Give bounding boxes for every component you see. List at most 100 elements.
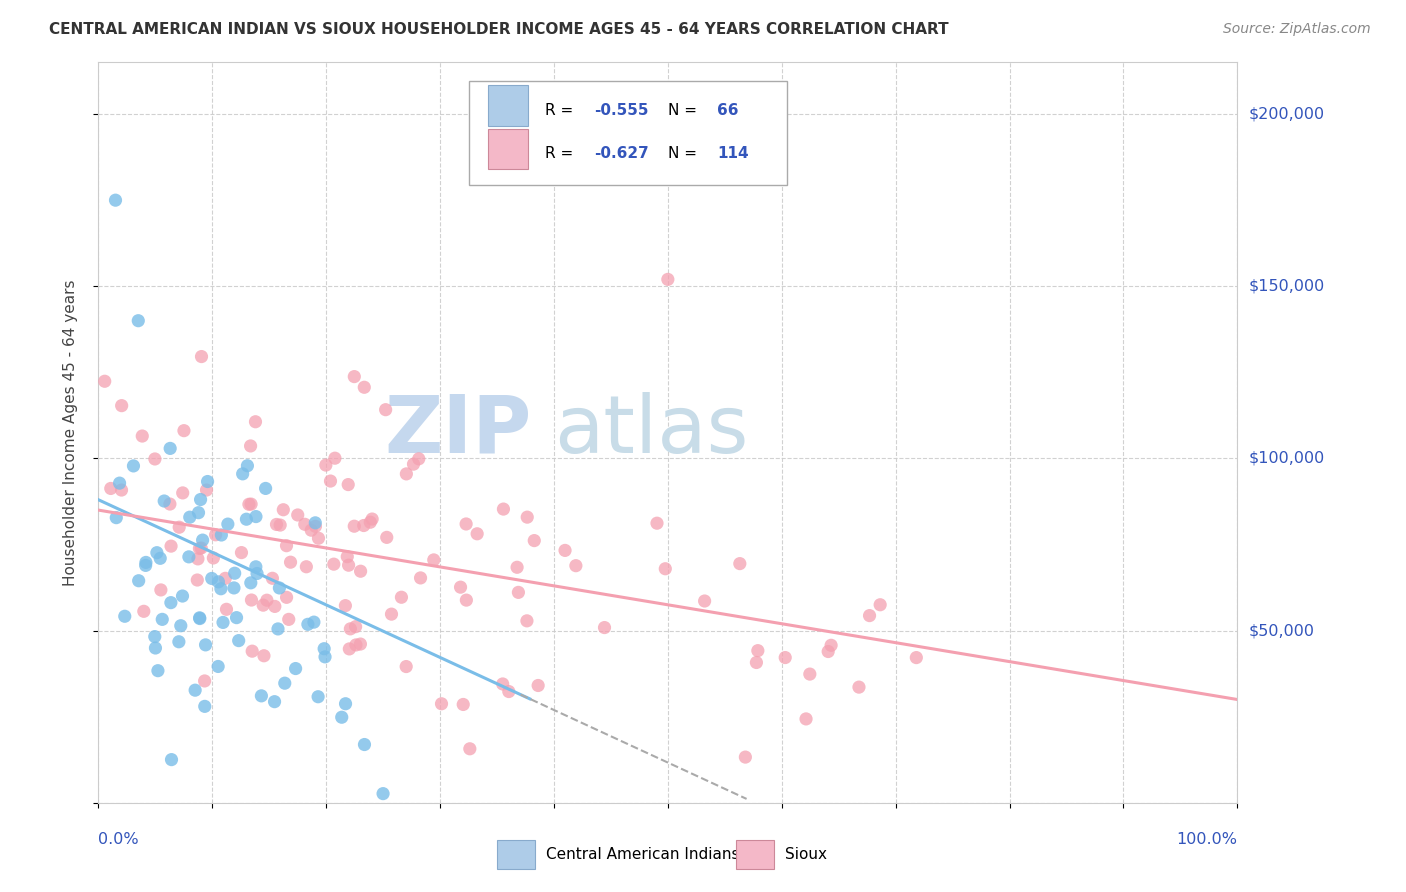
Point [395,467,418,481]
Point [228,633,250,648]
Text: 66: 66 [717,103,738,118]
Point [252,598,274,612]
Point [409,571,432,585]
Point [276,591,298,605]
Point [188,611,211,625]
Point [160,539,183,553]
Point [295,559,318,574]
Point [374,402,396,417]
Point [207,574,229,589]
Point [143,630,166,644]
Point [905,650,928,665]
Point [693,594,716,608]
Point [143,452,166,467]
Point [304,519,326,533]
Point [245,509,267,524]
Point [817,644,839,658]
Point [654,562,676,576]
Point [848,680,870,694]
Point [284,661,307,675]
Point [172,589,194,603]
Point [245,415,267,429]
Point [375,530,398,544]
Point [402,457,425,471]
Text: Sioux: Sioux [785,847,827,863]
Point [104,193,127,207]
Point [451,698,474,712]
Point [190,350,212,364]
Point [240,593,263,607]
Point [246,566,269,581]
Point [132,604,155,618]
Text: $100,000: $100,000 [1249,451,1324,466]
Point [380,607,402,621]
Point [135,558,157,573]
Text: ZIP: ZIP [384,392,531,470]
Point [274,676,297,690]
Point [240,644,263,658]
Point [225,610,247,624]
Point [794,712,817,726]
Point [135,556,157,570]
Point [269,581,291,595]
Point [335,599,357,613]
Point [110,483,132,497]
Text: Source: ZipAtlas.com: Source: ZipAtlas.com [1223,22,1371,37]
Text: CENTRAL AMERICAN INDIAN VS SIOUX HOUSEHOLDER INCOME AGES 45 - 64 YEARS CORRELATI: CENTRAL AMERICAN INDIAN VS SIOUX HOUSEHO… [49,22,949,37]
Point [450,580,472,594]
Point [339,622,361,636]
Point [344,620,367,634]
Point [239,575,262,590]
Point [337,558,360,573]
Point [190,492,212,507]
Point [263,599,285,614]
Point [254,482,277,496]
Point [322,557,344,571]
Point [516,510,538,524]
Point [391,591,413,605]
Point [858,608,880,623]
Point [315,458,337,472]
Point [349,564,371,578]
Point [187,552,209,566]
Point [167,520,190,534]
Point [197,475,219,489]
Point [395,659,418,673]
Point [277,612,299,626]
Point [236,458,259,473]
Point [527,678,550,692]
Point [245,559,267,574]
Text: R =: R = [546,146,578,161]
Point [465,526,488,541]
Point [565,558,588,573]
Point [456,516,478,531]
Point [150,612,173,626]
Text: N =: N = [668,146,702,161]
Point [238,497,260,511]
Point [869,598,891,612]
Point [728,557,751,571]
Point [343,519,366,533]
Text: Central American Indians: Central American Indians [546,847,740,863]
Point [408,451,430,466]
Text: $200,000: $200,000 [1249,106,1324,121]
FancyBboxPatch shape [488,128,527,169]
Point [212,615,235,630]
Point [188,611,211,625]
Point [734,750,756,764]
FancyBboxPatch shape [488,86,527,126]
Point [820,638,842,652]
Point [167,634,190,648]
Point [194,673,217,688]
Point [222,581,245,595]
Point [128,574,150,588]
Point [330,710,353,724]
Point [146,546,169,560]
Point [554,543,576,558]
Point [280,555,302,569]
Point [349,637,371,651]
Point [256,593,278,607]
Point [239,439,262,453]
Point [207,659,229,673]
Point [191,533,214,548]
